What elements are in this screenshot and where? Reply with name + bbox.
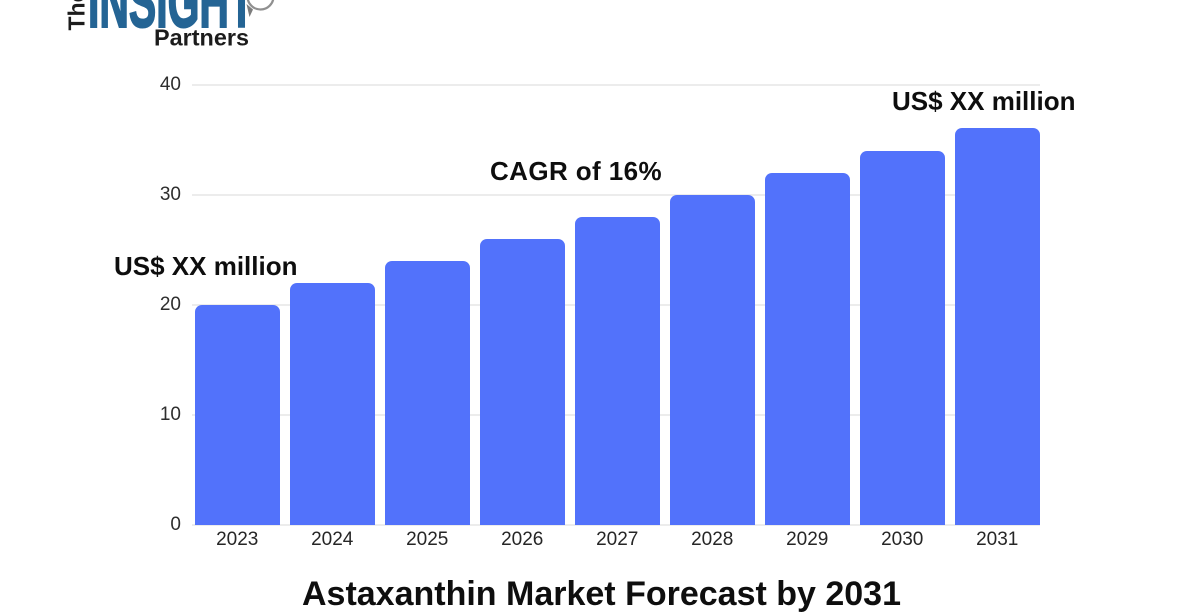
svg-text:INSIGHT: INSIGHT: [88, 0, 254, 43]
svg-text:The: The: [64, 0, 90, 31]
svg-text:Partners: Partners: [154, 25, 249, 51]
